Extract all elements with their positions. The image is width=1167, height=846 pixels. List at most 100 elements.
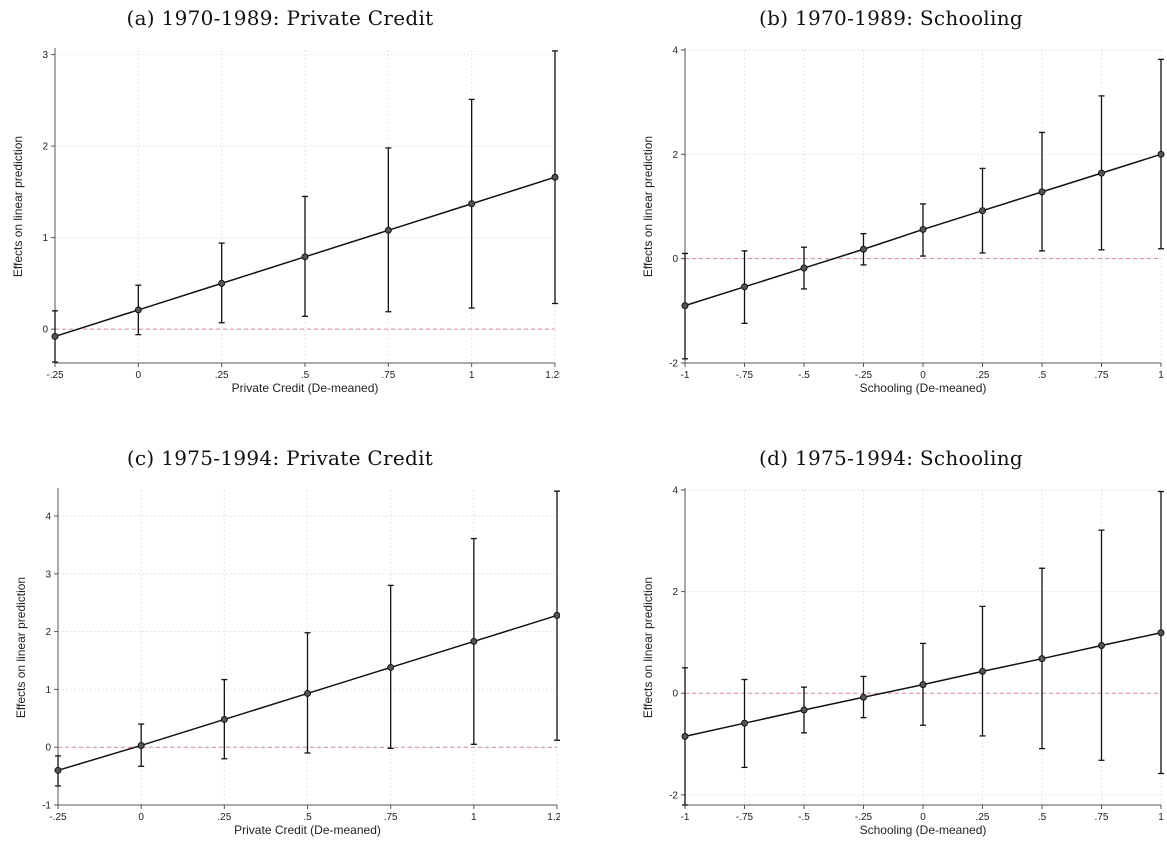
data-point [741, 719, 748, 727]
chart-panel-d: (d) 1975-1994: Schooling -1 -.75 -.5 -.25 0.… [615, 440, 1167, 846]
x-tick-label: -.75 [736, 370, 754, 381]
data-point [979, 667, 986, 675]
data-point [1098, 169, 1105, 177]
x-tick-label: -.5 [798, 812, 810, 823]
data-point [800, 706, 808, 714]
chart-title: (a) 1970-1989: Private Credit [126, 6, 434, 30]
x-tick-label: -.25 [49, 812, 67, 823]
x-tick-label: .75 [384, 812, 398, 823]
y-axis-title: Effects on linear prediction [641, 577, 655, 718]
y-axis-title: Effects on linear prediction [641, 136, 655, 277]
x-tick-label: 0 [138, 812, 144, 823]
x-tick-label: .25 [215, 370, 229, 381]
data-point [553, 611, 560, 619]
x-tick-label: -.75 [736, 812, 754, 823]
x-tick-label: -1 [681, 812, 690, 823]
y-tick-label: 4 [672, 486, 678, 497]
y-tick-label: 0 [672, 254, 678, 265]
x-tick-label: 0 [920, 370, 926, 381]
data-point [1157, 629, 1165, 637]
data-point [468, 200, 476, 208]
y-tick-label: 1 [42, 233, 48, 244]
data-point [979, 207, 986, 215]
chart-panel-b: (b) 1970-1989: Schooling -1 -.75 -.5 -.25 0.… [615, 0, 1167, 410]
y-tick-label: -2 [669, 790, 678, 801]
x-tick-label: -.25 [855, 812, 873, 823]
y-tick-label: 2 [42, 142, 48, 153]
y-tick-label: 2 [672, 150, 678, 161]
x-tick-label: .75 [1095, 812, 1109, 823]
x-tick-label: -.25 [855, 370, 873, 381]
data-point [470, 637, 478, 645]
data-point [681, 732, 689, 740]
x-tick-label: .75 [381, 370, 395, 381]
x-tick-label: -.5 [798, 370, 810, 381]
x-tick-label: -.25 [46, 370, 64, 381]
data-point [220, 715, 228, 723]
y-axis-title: Effects on linear prediction [14, 577, 28, 718]
data-point [681, 302, 689, 310]
y-tick-label: 2 [45, 627, 51, 638]
x-axis-title: Private Credit (De-meaned) [232, 381, 379, 395]
y-tick-label: 4 [672, 46, 678, 57]
y-tick-label: 3 [45, 569, 51, 580]
data-point [551, 173, 559, 181]
x-tick-label: .5 [1038, 812, 1047, 823]
x-tick-label: .25 [976, 812, 990, 823]
x-tick-label: .75 [1095, 370, 1109, 381]
y-tick-label: 1 [45, 685, 51, 696]
data-point [301, 253, 309, 261]
x-tick-label: .25 [976, 370, 990, 381]
data-point [387, 663, 395, 671]
data-point [218, 279, 226, 287]
x-tick-label: .25 [217, 812, 231, 823]
y-tick-label: 2 [672, 587, 678, 598]
x-axis-title: Schooling (De-meaned) [860, 381, 987, 395]
chart-panel-a: (a) 1970-1989: Private Credit -.25 0 .25 .5… [0, 0, 560, 410]
x-axis-title: Schooling (De-meaned) [860, 823, 987, 837]
data-point [1157, 150, 1165, 158]
chart-panel-c: (c) 1975-1994: Private Credit -.25 0 .25 .5… [0, 440, 560, 846]
data-point [741, 283, 748, 291]
chart-title: (c) 1975-1994: Private Credit [126, 446, 434, 470]
x-tick-label: -1 [681, 370, 690, 381]
x-tick-label: 1.25 [547, 812, 560, 823]
x-tick-label: 0 [136, 370, 142, 381]
data-point [384, 226, 392, 234]
y-tick-label: -1 [42, 801, 51, 812]
data-point [919, 225, 927, 233]
x-tick-label: 1 [469, 370, 475, 381]
data-point [304, 689, 311, 697]
data-point [137, 741, 145, 749]
data-point [860, 693, 867, 701]
x-tick-label: 1 [1158, 812, 1164, 823]
data-point [51, 332, 59, 340]
x-tick-label: 1 [471, 812, 477, 823]
chart-title: (b) 1970-1989: Schooling [759, 6, 1023, 30]
data-point [1098, 641, 1105, 649]
data-point [1038, 188, 1046, 196]
data-point [800, 264, 808, 272]
chart-svg-b: -1 -.75 -.5 -.25 0 .25 .5 .75 1 -2 0 2 4 Schooling (D… [641, 46, 1165, 395]
data-point [919, 681, 927, 689]
data-point [54, 766, 62, 774]
x-tick-label: 1.25 [545, 370, 560, 381]
chart-svg-c: -.25 0 .25 .5 .75 1 1.25 -1 0 1 2 3 4 Private Credit … [14, 488, 560, 837]
y-tick-label: 0 [42, 325, 48, 336]
data-point [1038, 655, 1046, 663]
y-tick-label: 3 [42, 50, 48, 61]
data-point [860, 245, 867, 253]
y-axis-title: Effects on linear prediction [11, 136, 25, 277]
chart-title: (d) 1975-1994: Schooling [759, 446, 1023, 470]
data-point [134, 306, 142, 314]
chart-svg-a: -.25 0 .25 .5 .75 1 1.25 0 1 2 3 Private Credit (De… [11, 48, 560, 395]
x-tick-label: .5 [1038, 370, 1047, 381]
x-axis-title: Private Credit (De-meaned) [234, 823, 381, 837]
x-tick-label: .5 [303, 812, 312, 823]
x-tick-label: 0 [920, 812, 926, 823]
chart-svg-d: -1 -.75 -.5 -.25 0 .25 .5 .75 1 -2 0 2 4 Schooling (D… [641, 486, 1165, 837]
y-tick-label: 0 [672, 689, 678, 700]
y-tick-label: 0 [45, 743, 51, 754]
y-tick-label: 4 [45, 512, 51, 523]
x-tick-label: .5 [301, 370, 310, 381]
